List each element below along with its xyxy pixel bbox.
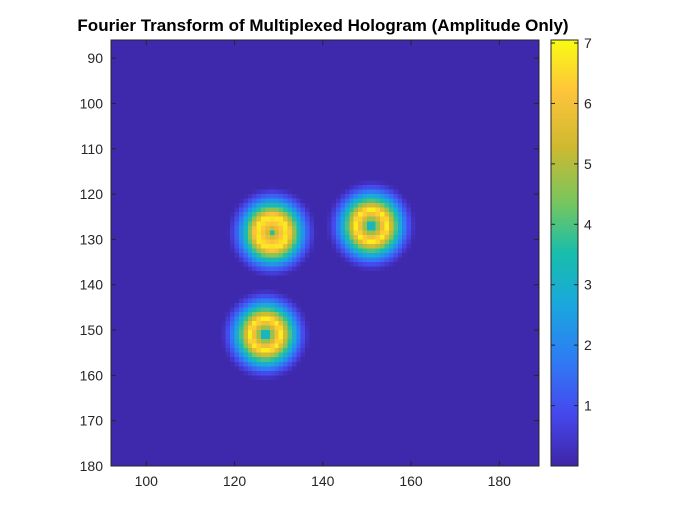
colorbar-ticks: 1 2 3 4 5 6 7 <box>551 35 592 414</box>
y-tick-label: 140 <box>80 277 104 293</box>
y-tick-label: 160 <box>80 367 104 383</box>
chart-title: Fourier Transform of Multiplexed Hologra… <box>77 16 568 35</box>
y-tick-label: 90 <box>87 50 103 66</box>
y-tick-label: 100 <box>80 95 104 111</box>
colorbar-gradient <box>551 40 578 466</box>
colorbar-tick-label: 3 <box>584 277 592 293</box>
colorbar-tick-label: 7 <box>584 35 592 51</box>
y-tick-label: 110 <box>81 141 104 157</box>
colorbar-tick-label: 4 <box>584 216 592 232</box>
x-tick-label: 120 <box>223 473 247 489</box>
x-tick-label: 180 <box>488 473 512 489</box>
x-tick-label: 140 <box>311 473 335 489</box>
heatmap-image <box>111 40 539 466</box>
colorbar-box <box>550 39 579 467</box>
colorbar: 1 2 3 4 5 6 7 <box>550 35 592 467</box>
x-axis: 100 120 140 160 180 <box>135 40 512 489</box>
y-tick-label: 180 <box>80 458 104 474</box>
x-tick-label: 100 <box>135 473 159 489</box>
colorbar-tick-label: 6 <box>584 95 592 111</box>
y-tick-label: 120 <box>80 186 104 202</box>
y-axis: 90 100 110 120 130 140 150 160 170 180 <box>80 50 539 474</box>
y-tick-label: 150 <box>80 322 104 338</box>
colorbar-tick-label: 2 <box>584 337 592 353</box>
y-tick-label: 130 <box>80 231 104 247</box>
y-tick-label: 170 <box>80 413 104 429</box>
axes-box <box>110 39 540 467</box>
colorbar-tick-label: 1 <box>584 398 592 414</box>
colorbar-tick-label: 5 <box>584 156 592 172</box>
x-tick-label: 160 <box>399 473 423 489</box>
